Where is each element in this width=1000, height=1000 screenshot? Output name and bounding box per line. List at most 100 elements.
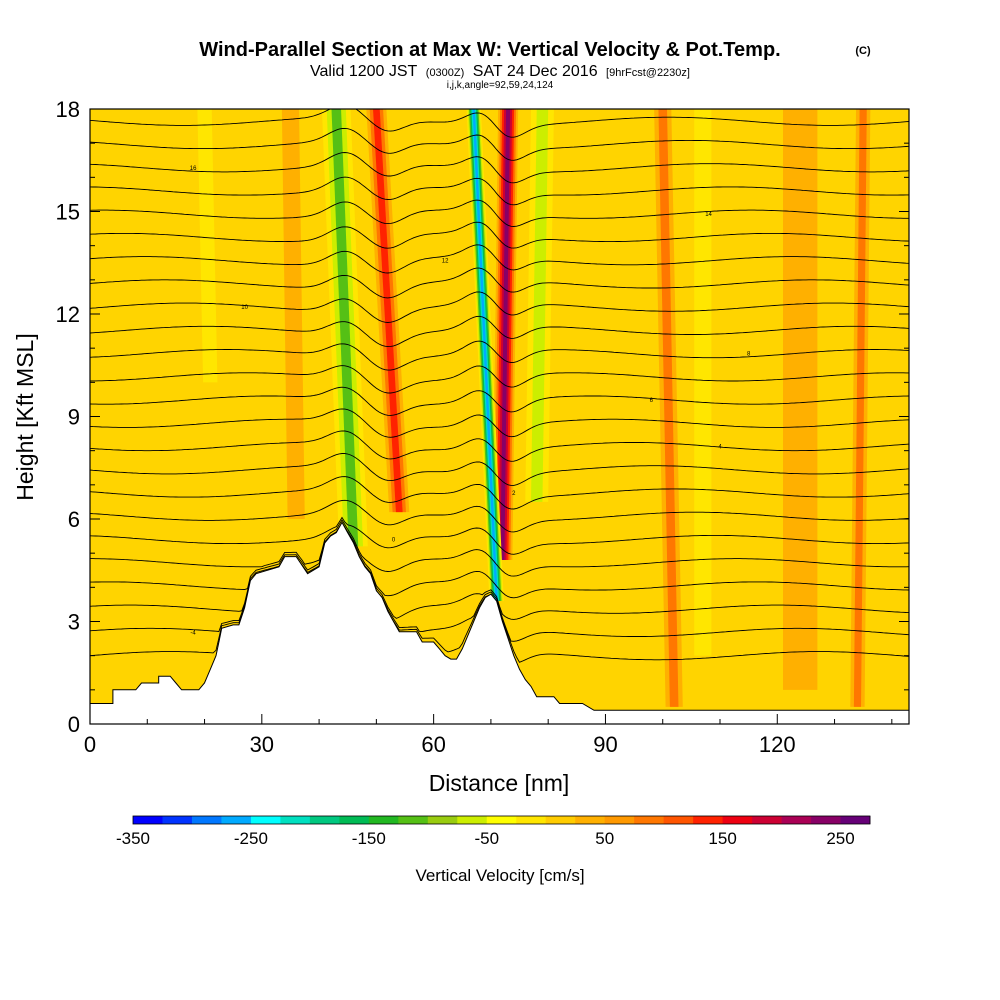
theta-contour-13 xyxy=(90,340,909,371)
x-axis-label: Distance [nm] xyxy=(429,770,570,796)
theta-contour-label: 16 xyxy=(190,166,197,172)
colorbar-swatch xyxy=(693,816,723,824)
colorbar-tick-label: 150 xyxy=(708,829,736,848)
y-tick-label: 9 xyxy=(68,405,80,430)
theta-contour-4 xyxy=(90,519,909,577)
colorbar-label: Vertical Velocity [cm/s] xyxy=(415,866,584,885)
colorbar-swatch xyxy=(191,816,222,824)
colorbar-swatch xyxy=(368,816,399,824)
theta-contour-6 xyxy=(90,499,909,533)
x-tick-label: 90 xyxy=(593,732,617,757)
plot-area: -4-20246810121416 xyxy=(90,109,909,724)
y-tick-label: 0 xyxy=(68,712,80,737)
theta-contour-20 xyxy=(90,176,909,206)
colorbar-tick-label: 250 xyxy=(826,829,854,848)
y-tick-label: 12 xyxy=(56,302,80,327)
y-tick-label: 3 xyxy=(68,610,80,635)
colorbar-swatch xyxy=(840,816,871,824)
colorbar-swatch xyxy=(486,816,517,824)
colorbar-swatch xyxy=(133,816,163,824)
theta-contour-16 xyxy=(90,267,909,299)
theta-contour-label: 6 xyxy=(650,398,654,404)
theta-contour-label: 10 xyxy=(241,305,248,311)
y-axis-label: Height [Kft MSL] xyxy=(12,333,38,500)
colorbar-swatch xyxy=(398,816,429,824)
colorbar-tick-label: -50 xyxy=(475,829,500,848)
theta-contour-2 xyxy=(90,524,909,620)
colorbar-swatch xyxy=(309,816,340,824)
colorbar-frame xyxy=(132,815,871,825)
x-axis: 0 30 60 90 120 xyxy=(84,714,893,757)
colorbar-tick-label: -350 xyxy=(116,829,150,848)
theta-contour-label: 0 xyxy=(392,538,396,544)
velocity-band-10-level-0 xyxy=(783,109,818,690)
colorbar-swatch xyxy=(545,816,576,824)
theta-contour-19 xyxy=(90,199,909,227)
velocity-band-7-level-0 xyxy=(197,109,218,383)
velocity-band-5-level-1 xyxy=(658,109,679,707)
subtitle-date: SAT 24 Dec 2016 xyxy=(473,63,598,80)
colorbar-swatch xyxy=(162,816,193,824)
subtitle-valid: Valid 1200 JST xyxy=(310,63,418,80)
x-tick-label: 120 xyxy=(759,732,796,757)
theta-contour-label: 4 xyxy=(718,445,722,451)
colorbar-swatch xyxy=(634,816,665,824)
theta-contours xyxy=(90,109,909,663)
x-tick-label: 60 xyxy=(421,732,445,757)
theta-contour-21 xyxy=(90,152,909,184)
theta-contour-label: 2 xyxy=(512,491,516,497)
y-axis: 0 3 6 9 12 15 18 xyxy=(56,97,909,737)
colorbar-swatch xyxy=(457,816,488,824)
theta-contour-label: 12 xyxy=(442,259,449,265)
theta-contour-7 xyxy=(90,476,909,510)
chart-title-mark: (C) xyxy=(855,45,871,57)
theta-contour-1 xyxy=(90,526,909,642)
colorbar-tick-label: -250 xyxy=(234,829,268,848)
colorbar-swatch xyxy=(811,816,841,824)
theta-contour-23 xyxy=(90,109,909,138)
colorbar-swatch xyxy=(280,816,311,824)
chart-subtitle: Valid 1200 JST (0300Z) SAT 24 Dec 2016 [… xyxy=(310,63,690,80)
theta-contour-3 xyxy=(90,521,909,599)
colorbar-swatch xyxy=(427,816,458,824)
velocity-band-9-level-0 xyxy=(694,109,712,656)
colorbar-tick-label: 50 xyxy=(595,829,614,848)
colorbar xyxy=(132,815,871,825)
theta-contour-11 xyxy=(90,386,909,416)
colorbar-swatch xyxy=(516,816,547,824)
velocity-band-3-level-5 xyxy=(472,109,498,601)
colorbar-swatch xyxy=(604,816,635,824)
velocity-band-6-level-1 xyxy=(853,109,867,707)
colorbar-swatch xyxy=(722,816,753,824)
theta-contour-label: -4 xyxy=(190,630,196,636)
velocity-bands xyxy=(197,109,871,707)
colorbar-swatch xyxy=(221,816,252,824)
colorbar-swatch xyxy=(575,816,606,824)
colorbar-tick-labels: -350 -250 -150 -50 50 150 250 xyxy=(116,829,855,848)
colorbar-swatch xyxy=(339,816,370,824)
theta-contour-9 xyxy=(90,430,909,462)
velocity-band-1-level-2 xyxy=(373,109,403,513)
theta-contour-22 xyxy=(90,127,909,161)
velocity-band-8-level-0 xyxy=(281,109,305,519)
subtitle-utc: (0300Z) xyxy=(426,67,465,79)
chart-grid-info: i,j,k,angle=92,59,24,124 xyxy=(447,80,554,91)
theta-contour-18 xyxy=(90,221,909,249)
x-tick-label: 0 xyxy=(84,732,96,757)
colorbar-tick-label: -150 xyxy=(352,829,386,848)
theta-contour-8 xyxy=(90,453,909,486)
theta-contour-12 xyxy=(90,365,909,394)
velocity-band-2-level-4 xyxy=(500,109,511,560)
subtitle-forecast: [9hrFcst@2230z] xyxy=(606,67,690,79)
colorbar-swatch xyxy=(250,816,281,824)
colorbar-swatch xyxy=(663,816,694,824)
theta-contour-14 xyxy=(90,315,909,348)
y-tick-label: 6 xyxy=(68,507,80,532)
y-tick-label: 18 xyxy=(56,97,80,122)
colorbar-swatch xyxy=(752,816,782,824)
theta-contour-5 xyxy=(90,516,909,555)
theta-contour-label: 8 xyxy=(747,352,751,358)
velocity-band-0-level-2 xyxy=(331,109,359,547)
theta-contour-label: 14 xyxy=(705,212,712,218)
